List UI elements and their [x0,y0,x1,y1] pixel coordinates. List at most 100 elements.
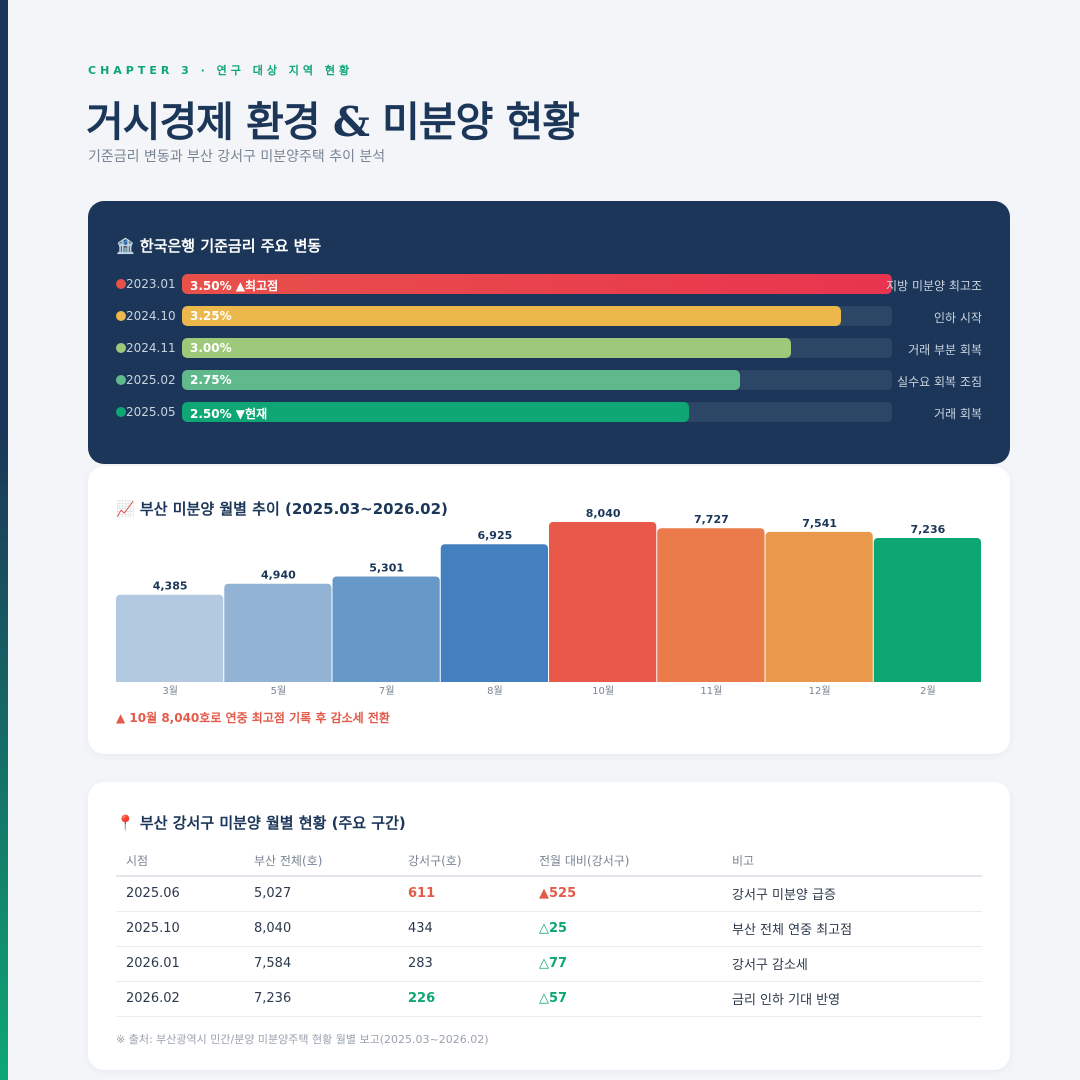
x-tick-label: 12월 [809,685,831,697]
bar-base [657,678,765,682]
unsold-trend-card: 📈 부산 미분양 월별 추이 (2025.03~2026.02) 4,385 3월… [88,466,1010,754]
rate-bar-fill [182,274,892,294]
page-subtitle: 기준금리 변동과 부산 강서구 미분양주택 추이 분석 [88,149,386,165]
x-tick-label: 3월 [162,685,178,697]
table-header: 시점 [116,846,244,877]
rate-note: 인하 시작 [934,311,982,325]
bar-value-label: 6,925 [477,529,512,542]
chart-note: ▲ 10월 8,040호로 연중 최고점 기록 후 감소세 전환 [116,711,390,725]
bar-7월 [332,576,440,682]
bar-value-label: 7,727 [694,513,729,526]
cell-remark: 강서구 감소세 [722,946,982,982]
rate-note: 지방 미분양 최고조 [886,279,982,293]
unsold-bar-chart: 4,385 3월 4,940 5월 5,301 7월 6,925 8월 8,040 10월 7,72… [116,507,981,697]
x-tick-label: 11월 [700,685,722,697]
cell-busan: 7,584 [244,946,398,982]
rate-bar-track: 3.50% ▲최고점 [182,274,892,294]
bar-value-label: 8,040 [586,507,621,520]
rate-note: 실수요 회복 조짐 [897,375,982,389]
bar-2월 [873,538,981,682]
cell-busan: 7,236 [244,981,398,1017]
table-header: 강서구(호) [398,846,529,877]
rate-bar-track: 2.75% [182,370,892,390]
rate-note: 거래 회복 [934,407,982,421]
rate-bar-track: 3.00% [182,338,892,358]
chart-title: 📈 부산 미분양 월별 추이 (2025.03~2026.02) [116,500,448,518]
cell-gangseo: 226 [398,981,529,1017]
rate-row: 2023.01 3.50% ▲최고점 지방 미분양 최고조 [116,274,982,294]
bar-base [116,678,224,682]
bar-value-label: 4,940 [261,569,296,582]
bar-base [549,678,657,682]
page-title: 거시경제 환경 & 미분양 현황 [86,98,580,146]
rate-dot-icon [116,343,126,353]
x-tick-label: 10월 [592,685,614,697]
x-tick-label: 2월 [920,685,936,697]
cell-change: △77 [529,946,722,982]
rate-card-title: 🏦 한국은행 기준금리 주요 변동 [116,237,322,255]
rate-row: 2025.05 2.50% ▼현재 거래 회복 [116,402,982,422]
rate-bar-track: 2.50% ▼현재 [182,402,892,422]
table-title: 📍 부산 강서구 미분양 월별 현황 (주요 구간) [116,814,406,832]
bar-base [224,678,332,682]
rate-row: 2025.02 2.75% 실수요 회복 조짐 [116,370,982,390]
rate-dot-icon [116,375,126,385]
rate-bar-label: 2.75% [190,373,232,387]
rate-bar-label: 3.00% [190,341,232,355]
table-header: 비고 [722,846,982,877]
bar-11월 [657,528,765,682]
cell-change: △57 [529,981,722,1017]
cell-remark: 강서구 미분양 급증 [722,876,982,912]
cell-busan: 8,040 [244,911,398,947]
bar-value-label: 7,236 [910,523,945,536]
rate-bar-label: 2.50% ▼현재 [190,407,268,421]
rate-bar-fill [182,306,842,326]
table-header-row: 시점 부산 전체(호) 강서구(호) 전월 대비(강서구) 비고 [116,846,982,877]
bar-10월 [549,522,657,682]
cell-change: ▲525 [529,876,722,912]
interest-rate-card: 🏦 한국은행 기준금리 주요 변동 2023.01 3.50% ▲최고점 지방 … [88,201,1010,464]
rate-date: 2023.01 [126,277,176,291]
table-row: 2025.10 8,040 434 △25 부산 전체 연중 최고점 [116,911,982,947]
cell-busan: 5,027 [244,876,398,912]
gangseo-table-card: 📍 부산 강서구 미분양 월별 현황 (주요 구간) 시점 부산 전체(호) 강… [88,782,1010,1070]
cell-gangseo: 434 [398,911,529,947]
rate-date: 2024.11 [126,341,176,355]
cell-remark: 부산 전체 연중 최고점 [722,911,982,947]
rate-dot-icon [116,311,126,321]
cell-date: 2026.02 [116,981,244,1017]
x-tick-label: 7월 [379,685,395,697]
cell-gangseo: 611 [398,876,529,912]
cell-date: 2026.01 [116,946,244,982]
rate-bar-label: 3.25% [190,309,232,323]
table-row: 2026.02 7,236 226 △57 금리 인하 기대 반영 [116,981,982,1017]
rate-bar-track: 3.25% [182,306,892,326]
gangseo-table: 시점 부산 전체(호) 강서구(호) 전월 대비(강서구) 비고 2025.06… [116,846,982,1017]
rate-bar-label: 3.50% ▲최고점 [190,279,279,293]
table-header: 전월 대비(강서구) [529,846,722,877]
cell-date: 2025.06 [116,876,244,912]
bar-base [440,678,548,682]
rate-row: 2024.10 3.25% 인하 시작 [116,306,982,326]
rate-note: 거래 부분 회복 [908,343,982,357]
bar-3월 [116,594,224,682]
cell-gangseo: 283 [398,946,529,982]
bar-value-label: 4,385 [153,580,188,593]
bar-base [332,678,440,682]
rate-date: 2024.10 [126,309,176,323]
x-tick-label: 5월 [271,685,287,697]
table-row: 2025.06 5,027 611 ▲525 강서구 미분양 급증 [116,876,982,912]
bar-base [873,678,981,682]
rate-bar-fill [182,370,740,390]
rate-date: 2025.05 [126,405,176,419]
cell-remark: 금리 인하 기대 반영 [722,981,982,1017]
rate-bar-fill [182,338,791,358]
bar-5월 [224,583,332,682]
bar-base [765,678,873,682]
rate-dot-icon [116,279,126,289]
bar-value-label: 7,541 [802,517,837,530]
bar-8월 [440,544,548,682]
source-note: ※ 출처: 부산광역시 민간/분양 미분양주택 현황 월별 보고(2025.03… [116,1033,489,1046]
cell-change: △25 [529,911,722,947]
cell-date: 2025.10 [116,911,244,947]
